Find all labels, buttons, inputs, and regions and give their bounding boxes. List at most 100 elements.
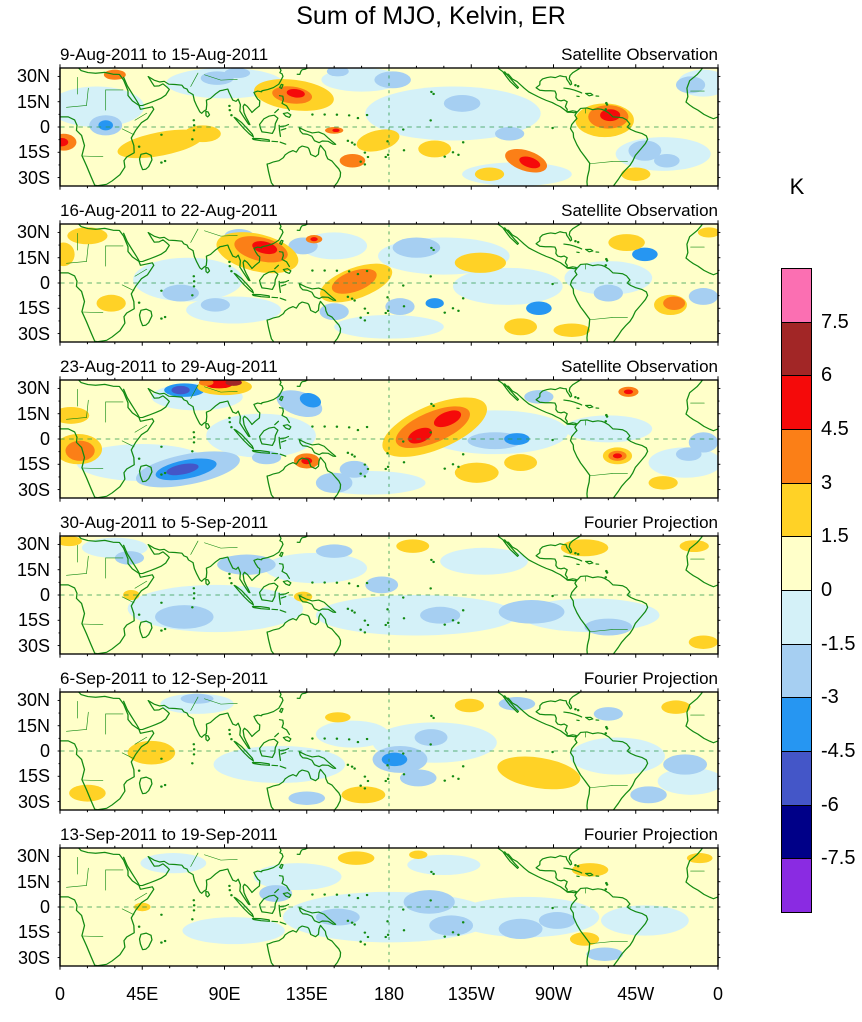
colorbar-tick-label: 6 (821, 364, 833, 387)
colorbar-tick-label: 4.5 (821, 418, 849, 440)
colorbar-cell (781, 804, 812, 860)
lon-tick-label: 0 (54, 984, 66, 1004)
lat-tick-label: 0 (39, 273, 50, 293)
lat-tick-label: 15S (17, 298, 50, 319)
lat-tick-label: 0 (39, 585, 50, 605)
colorbar-cell (781, 536, 812, 591)
lat-tick-label: 30S (17, 635, 50, 656)
lat-tick-label: 30N (16, 846, 50, 867)
gridlines (60, 380, 718, 498)
filled-contour-map (57, 64, 721, 190)
lat-tick-label: 15N (16, 559, 50, 580)
colorbar-tick-label: 7.5 (821, 310, 849, 333)
lon-tick-label: 135E (285, 984, 328, 1004)
colorbar-cell (781, 268, 812, 323)
filled-contour-map (57, 376, 721, 502)
coastlines (60, 68, 718, 186)
lat-tick-label: 30S (17, 947, 50, 968)
coastlines (60, 536, 718, 654)
colorbar-tick-label: 1.5 (821, 525, 849, 548)
colorbar-unit-label: K (789, 174, 805, 199)
panel-source-label: Fourier Projection (583, 825, 718, 844)
coastlines (60, 692, 718, 810)
lat-tick-label: 30S (17, 167, 50, 188)
colorbar-cell (781, 375, 812, 430)
colorbar-cell (781, 858, 812, 914)
panel-period-label: 16-Aug-2011 to 22-Aug-2011 (60, 201, 278, 220)
lon-tick-label: 180 (373, 984, 405, 1004)
colorbar-cell (781, 751, 812, 806)
lon-tick-label: 135W (447, 984, 495, 1004)
lat-tick-label: 15N (16, 403, 50, 424)
lat-tick-label: 30S (17, 791, 50, 812)
map-panel-2 (57, 220, 721, 346)
lat-tick-label: 15N (16, 91, 50, 112)
panel-source-label: Fourier Projection (583, 669, 718, 688)
lat-tick-label: 15N (16, 247, 50, 268)
colorbar-tick-label: -7.5 (821, 847, 856, 870)
lat-tick-label: 30N (16, 66, 50, 87)
panel-period-label: 23-Aug-2011 to 29-Aug-2011 (60, 357, 278, 376)
lat-tick-label: 30N (16, 534, 50, 555)
lon-tick-label: 90E (208, 984, 241, 1004)
map-panel-6 (57, 844, 721, 970)
colorbar-tick-label: -4.5 (821, 740, 856, 763)
lat-tick-label: 0 (39, 429, 50, 449)
colorbar-tick-label: 3 (821, 471, 833, 494)
colorbar-tick-label: -1.5 (821, 632, 856, 655)
coastlines (60, 848, 718, 966)
lat-tick-label: 15S (17, 142, 50, 163)
map-panel-5 (57, 688, 721, 814)
gridlines (60, 848, 718, 966)
map-panel-3 (57, 376, 721, 502)
panel-source-label: Satellite Observation (561, 357, 718, 376)
gridlines (60, 692, 718, 810)
panel-source-label: Fourier Projection (583, 513, 718, 532)
filled-contour-map (57, 220, 721, 346)
lat-tick-label: 0 (39, 897, 50, 917)
colorbar-cell (781, 590, 812, 645)
lat-tick-label: 15N (16, 871, 50, 892)
filled-contour-map (57, 844, 721, 970)
gridlines (60, 68, 718, 186)
lat-tick-label: 15S (17, 766, 50, 787)
lat-tick-label: 30N (16, 690, 50, 711)
lon-tick-label: 90W (534, 984, 573, 1004)
colorbar-tick-label: -6 (821, 793, 839, 816)
lat-tick-label: 30N (16, 222, 50, 243)
lat-tick-label: 30S (17, 479, 50, 500)
panel-source-label: Satellite Observation (561, 45, 718, 64)
colorbar-tick-label: 0 (821, 579, 833, 602)
lat-tick-label: 30S (17, 323, 50, 344)
panel-period-label: 6-Sep-2011 to 12-Sep-2011 (60, 669, 269, 688)
colorbar-tick-label: -3 (821, 686, 839, 709)
figure-title: Sum of MJO, Kelvin, ER (296, 2, 566, 30)
map-panel-4 (57, 532, 721, 658)
lat-tick-label: 15S (17, 610, 50, 631)
lon-tick-label: 45E (126, 984, 159, 1004)
colorbar-cell (781, 482, 812, 538)
gridlines (60, 536, 718, 654)
lat-tick-label: 30N (16, 378, 50, 399)
lat-tick-label: 0 (39, 117, 50, 137)
panel-period-label: 30-Aug-2011 to 5-Sep-2011 (60, 513, 269, 532)
anomaly-blobs (60, 227, 718, 339)
lat-tick-label: 0 (39, 741, 50, 761)
lat-tick-label: 15N (16, 715, 50, 736)
filled-contour-map (57, 532, 721, 658)
gridlines (60, 224, 718, 342)
colorbar-cell (781, 643, 812, 699)
anomaly-blobs (60, 536, 718, 649)
panel-period-label: 9-Aug-2011 to 15-Aug-2011 (60, 45, 269, 64)
colorbar-cell (781, 321, 812, 377)
coastlines (60, 380, 718, 498)
lon-tick-label: 0 (712, 984, 724, 1004)
colorbar-cell (781, 697, 812, 753)
colorbar-cell (781, 429, 812, 484)
anomaly-blobs (60, 68, 718, 186)
lat-tick-label: 15S (17, 454, 50, 475)
coastlines (60, 224, 718, 342)
filled-contour-map (57, 688, 721, 814)
panel-period-label: 13-Sep-2011 to 19-Sep-2011 (60, 825, 278, 844)
